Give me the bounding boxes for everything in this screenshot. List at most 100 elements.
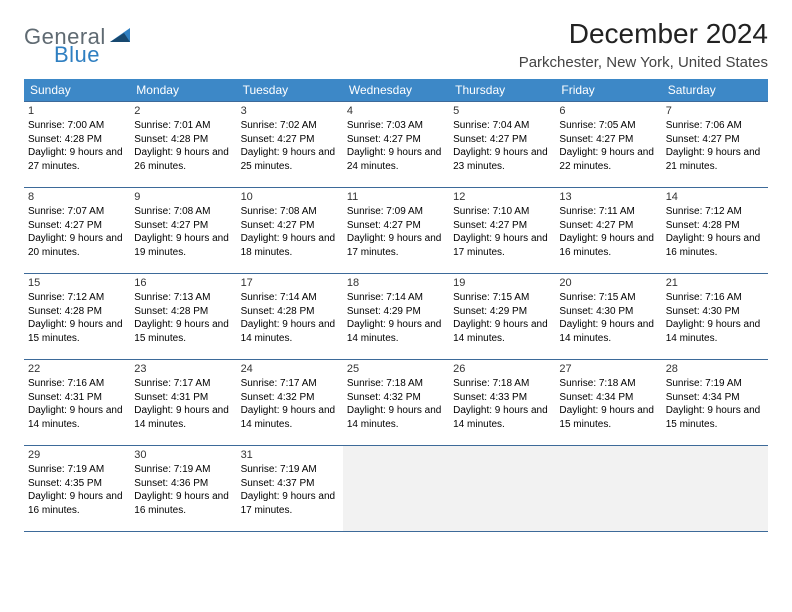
weekday-header: Tuesday: [237, 79, 343, 102]
day-number: 12: [453, 191, 551, 203]
calendar-empty-cell: [449, 446, 555, 532]
calendar-day-cell: 29 Sunrise: 7:19 AMSunset: 4:35 PMDayligh…: [24, 446, 130, 532]
day-number: 25: [347, 363, 445, 375]
day-info: Sunrise: 7:15 AMSunset: 4:30 PMDaylight:…: [559, 291, 657, 345]
calendar-day-cell: 1Sunrise: 7:00 AMSunset: 4:28 PMDaylight…: [24, 102, 130, 188]
day-info: Sunrise: 7:17 AMSunset: 4:31 PMDaylight:…: [134, 377, 232, 431]
weekday-header: Sunday: [24, 79, 130, 102]
day-number: 27: [559, 363, 657, 375]
calendar-day-cell: 25 Sunrise: 7:18 AMSunset: 4:32 PMDayligh…: [343, 360, 449, 446]
page-title: December 2024: [519, 18, 768, 50]
calendar-day-cell: 17 Sunrise: 7:14 AMSunset: 4:28 PMDayligh…: [237, 274, 343, 360]
day-number: 22: [28, 363, 126, 375]
calendar-day-cell: 9 Sunrise: 7:08 AMSunset: 4:27 PMDaylight…: [130, 188, 236, 274]
calendar-week-row: 15 Sunrise: 7:12 AMSunset: 4:28 PMDayligh…: [24, 274, 768, 360]
title-block: December 2024 Parkchester, New York, Uni…: [519, 18, 768, 71]
calendar-day-cell: 6Sunrise: 7:05 AMSunset: 4:27 PMDaylight…: [555, 102, 661, 188]
day-number: 29: [28, 449, 126, 461]
day-info: Sunrise: 7:18 AMSunset: 4:32 PMDaylight:…: [347, 377, 445, 431]
day-number: 19: [453, 277, 551, 289]
day-info: Sunrise: 7:14 AMSunset: 4:29 PMDaylight:…: [347, 291, 445, 345]
day-number: 26: [453, 363, 551, 375]
day-info: Sunrise: 7:16 AMSunset: 4:31 PMDaylight:…: [28, 377, 126, 431]
day-info: Sunrise: 7:08 AMSunset: 4:27 PMDaylight:…: [241, 205, 339, 259]
calendar-day-cell: 31 Sunrise: 7:19 AMSunset: 4:37 PMDayligh…: [237, 446, 343, 532]
calendar-day-cell: 28 Sunrise: 7:19 AMSunset: 4:34 PMDayligh…: [662, 360, 768, 446]
day-info: Sunrise: 7:11 AMSunset: 4:27 PMDaylight:…: [559, 205, 657, 259]
calendar-empty-cell: [343, 446, 449, 532]
day-info: Sunrise: 7:13 AMSunset: 4:28 PMDaylight:…: [134, 291, 232, 345]
weekday-header: Friday: [555, 79, 661, 102]
calendar-day-cell: 20 Sunrise: 7:15 AMSunset: 4:30 PMDayligh…: [555, 274, 661, 360]
calendar-day-cell: 24 Sunrise: 7:17 AMSunset: 4:32 PMDayligh…: [237, 360, 343, 446]
day-number: 18: [347, 277, 445, 289]
day-info: Sunrise: 7:19 AMSunset: 4:37 PMDaylight:…: [241, 463, 339, 517]
day-info: Sunrise: 7:19 AMSunset: 4:34 PMDaylight:…: [666, 377, 764, 431]
day-number: 16: [134, 277, 232, 289]
day-info: Sunrise: 7:14 AMSunset: 4:28 PMDaylight:…: [241, 291, 339, 345]
day-number: 15: [28, 277, 126, 289]
day-number: 20: [559, 277, 657, 289]
calendar-week-row: 8Sunrise: 7:07 AMSunset: 4:27 PMDaylight…: [24, 188, 768, 274]
calendar-week-row: 22 Sunrise: 7:16 AMSunset: 4:31 PMDayligh…: [24, 360, 768, 446]
day-info: Sunrise: 7:05 AMSunset: 4:27 PMDaylight:…: [559, 119, 657, 173]
location-text: Parkchester, New York, United States: [519, 54, 768, 71]
day-number: 5: [453, 105, 551, 117]
calendar-day-cell: 22 Sunrise: 7:16 AMSunset: 4:31 PMDayligh…: [24, 360, 130, 446]
day-number: 4: [347, 105, 445, 117]
day-info: Sunrise: 7:09 AMSunset: 4:27 PMDaylight:…: [347, 205, 445, 259]
day-info: Sunrise: 7:12 AMSunset: 4:28 PMDaylight:…: [28, 291, 126, 345]
weekday-header: Monday: [130, 79, 236, 102]
logo-triangle-icon: [110, 26, 132, 49]
day-number: 31: [241, 449, 339, 461]
calendar-week-row: 1Sunrise: 7:00 AMSunset: 4:28 PMDaylight…: [24, 102, 768, 188]
calendar-day-cell: 12Sunrise: 7:10 AMSunset: 4:27 PMDayligh…: [449, 188, 555, 274]
day-number: 30: [134, 449, 232, 461]
day-number: 28: [666, 363, 764, 375]
calendar-day-cell: 19 Sunrise: 7:15 AMSunset: 4:29 PMDayligh…: [449, 274, 555, 360]
day-info: Sunrise: 7:12 AMSunset: 4:28 PMDaylight:…: [666, 205, 764, 259]
day-info: Sunrise: 7:19 AMSunset: 4:36 PMDaylight:…: [134, 463, 232, 517]
calendar-week-row: 29 Sunrise: 7:19 AMSunset: 4:35 PMDayligh…: [24, 446, 768, 532]
day-number: 24: [241, 363, 339, 375]
calendar-day-cell: 16 Sunrise: 7:13 AMSunset: 4:28 PMDayligh…: [130, 274, 236, 360]
day-info: Sunrise: 7:02 AMSunset: 4:27 PMDaylight:…: [241, 119, 339, 173]
day-number: 11: [347, 191, 445, 203]
calendar-day-cell: 8Sunrise: 7:07 AMSunset: 4:27 PMDaylight…: [24, 188, 130, 274]
calendar-day-cell: 4 Sunrise: 7:03 AMSunset: 4:27 PMDaylight…: [343, 102, 449, 188]
calendar-day-cell: 2Sunrise: 7:01 AMSunset: 4:28 PMDaylight…: [130, 102, 236, 188]
calendar-day-cell: 15 Sunrise: 7:12 AMSunset: 4:28 PMDayligh…: [24, 274, 130, 360]
calendar-day-cell: 30 Sunrise: 7:19 AMSunset: 4:36 PMDayligh…: [130, 446, 236, 532]
logo: General Blue: [24, 24, 132, 50]
day-number: 8: [28, 191, 126, 203]
day-info: Sunrise: 7:18 AMSunset: 4:34 PMDaylight:…: [559, 377, 657, 431]
day-info: Sunrise: 7:15 AMSunset: 4:29 PMDaylight:…: [453, 291, 551, 345]
day-info: Sunrise: 7:08 AMSunset: 4:27 PMDaylight:…: [134, 205, 232, 259]
calendar-table: SundayMondayTuesdayWednesdayThursdayFrid…: [24, 79, 768, 532]
day-number: 9: [134, 191, 232, 203]
day-number: 7: [666, 105, 764, 117]
calendar-day-cell: 14 Sunrise: 7:12 AMSunset: 4:28 PMDayligh…: [662, 188, 768, 274]
logo-text-blue: Blue: [54, 42, 100, 68]
day-info: Sunrise: 7:03 AMSunset: 4:27 PMDaylight:…: [347, 119, 445, 173]
day-info: Sunrise: 7:01 AMSunset: 4:28 PMDaylight:…: [134, 119, 232, 173]
calendar-day-cell: 11 Sunrise: 7:09 AMSunset: 4:27 PMDayligh…: [343, 188, 449, 274]
day-info: Sunrise: 7:17 AMSunset: 4:32 PMDaylight:…: [241, 377, 339, 431]
day-number: 3: [241, 105, 339, 117]
weekday-header: Thursday: [449, 79, 555, 102]
calendar-day-cell: 27 Sunrise: 7:18 AMSunset: 4:34 PMDayligh…: [555, 360, 661, 446]
day-number: 13: [559, 191, 657, 203]
calendar-empty-cell: [555, 446, 661, 532]
day-info: Sunrise: 7:16 AMSunset: 4:30 PMDaylight:…: [666, 291, 764, 345]
day-number: 14: [666, 191, 764, 203]
calendar-day-cell: 18 Sunrise: 7:14 AMSunset: 4:29 PMDayligh…: [343, 274, 449, 360]
weekday-header: Saturday: [662, 79, 768, 102]
day-number: 17: [241, 277, 339, 289]
day-info: Sunrise: 7:18 AMSunset: 4:33 PMDaylight:…: [453, 377, 551, 431]
calendar-day-cell: 10Sunrise: 7:08 AMSunset: 4:27 PMDayligh…: [237, 188, 343, 274]
day-info: Sunrise: 7:04 AMSunset: 4:27 PMDaylight:…: [453, 119, 551, 173]
calendar-day-cell: 21Sunrise: 7:16 AMSunset: 4:30 PMDayligh…: [662, 274, 768, 360]
day-number: 23: [134, 363, 232, 375]
day-info: Sunrise: 7:19 AMSunset: 4:35 PMDaylight:…: [28, 463, 126, 517]
day-number: 1: [28, 105, 126, 117]
